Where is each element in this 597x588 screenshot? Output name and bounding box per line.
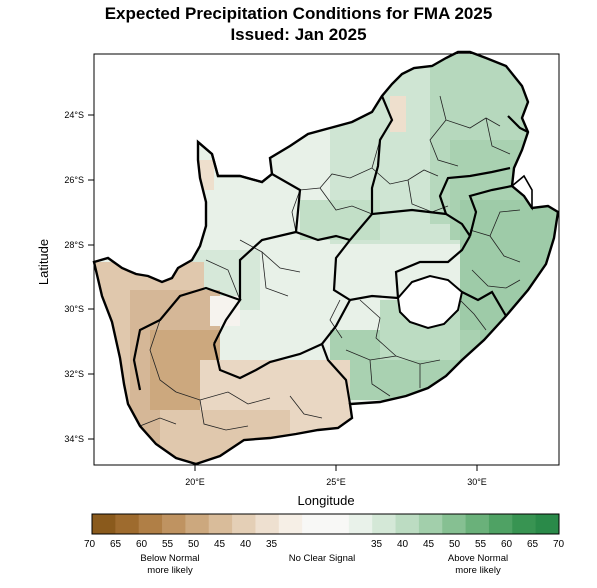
district-boundaries: [139, 95, 521, 431]
y-tick-30s: 30°S: [64, 304, 84, 314]
legend-swatch-1: [115, 514, 140, 534]
legend-label-above-40: 40: [397, 539, 409, 550]
legend-swatch-11: [348, 514, 373, 534]
legend-label-below-40: 40: [240, 539, 252, 550]
x-tick-30e: 30°E: [467, 477, 487, 487]
below-normal-caption-line1: Below Normal: [140, 553, 200, 564]
map-subtitle: Issued: Jan 2025: [230, 25, 367, 44]
country-outline: [92, 50, 560, 466]
legend-swatch-10: [325, 514, 350, 534]
legend-label-above-70: 70: [553, 539, 565, 550]
legend-label-below-65: 65: [110, 539, 122, 550]
legend-swatch-2: [138, 514, 163, 534]
legend-frame: [91, 513, 560, 535]
forecast-shading: [94, 54, 558, 464]
y-axis-ticks: [88, 114, 94, 440]
legend-label-below-35: 35: [266, 539, 278, 550]
legend-swatch-4: [185, 514, 210, 534]
legend-label-above-50: 50: [449, 539, 461, 550]
no-clear-signal-caption: No Clear Signal: [288, 553, 356, 564]
above-normal-caption-line2: more likely: [455, 565, 501, 576]
x-tick-25e: 25°E: [326, 477, 346, 487]
below-normal-caption-line2: more likely: [147, 565, 193, 576]
eswatini-outline: [510, 174, 533, 211]
legend-label-below-55: 55: [162, 539, 174, 550]
legend-swatch-19: [535, 514, 560, 534]
y-axis-title: Latitude: [36, 239, 51, 285]
x-axis-ticks: [194, 465, 478, 471]
legend-label-above-65: 65: [527, 539, 539, 550]
below-normal-caption: Below Normal more likely: [130, 553, 210, 577]
x-axis-title: Longitude: [297, 493, 354, 508]
above-normal-caption: Above Normal more likely: [438, 553, 518, 577]
legend-label-below-60: 60: [136, 539, 148, 550]
legend-swatch-0: [92, 514, 116, 534]
north-patch: [390, 96, 406, 132]
legend-label-above-60: 60: [501, 539, 513, 550]
legend-swatch-15: [442, 514, 467, 534]
y-tick-28s: 28°S: [64, 240, 84, 250]
y-tick-26s: 26°S: [64, 175, 84, 185]
legend-swatch-9: [302, 514, 326, 534]
legend-swatch-3: [162, 514, 186, 534]
legend-label-below-45: 45: [214, 539, 226, 550]
legend-swatch-18: [512, 514, 537, 534]
lesotho: [396, 274, 464, 330]
legend-swatch-13: [395, 514, 420, 534]
legend-swatch-6: [232, 514, 256, 534]
legend-swatch-16: [465, 514, 490, 534]
y-tick-32s: 32°S: [64, 369, 84, 379]
map-title: Expected Precipitation Conditions for FM…: [104, 4, 493, 23]
legend-swatch-14: [418, 514, 443, 534]
legend-label-below-50: 50: [188, 539, 200, 550]
x-tick-20e: 20°E: [185, 477, 205, 487]
legend-label-above-55: 55: [475, 539, 487, 550]
legend-label-above-45: 45: [423, 539, 435, 550]
legend-swatch-5: [208, 514, 233, 534]
legend-color-bar: [92, 514, 560, 534]
legend-swatch-8: [278, 514, 303, 534]
above-normal-caption-line1: Above Normal: [447, 553, 509, 564]
legend-label-below-70: 70: [84, 539, 96, 550]
legend-label-above-35: 35: [371, 539, 383, 550]
legend-swatch-17: [488, 514, 513, 534]
legend-swatch-12: [372, 514, 397, 534]
legend-swatch-7: [255, 514, 280, 534]
y-tick-24s: 24°S: [64, 110, 84, 120]
y-tick-34s: 34°S: [64, 434, 84, 444]
